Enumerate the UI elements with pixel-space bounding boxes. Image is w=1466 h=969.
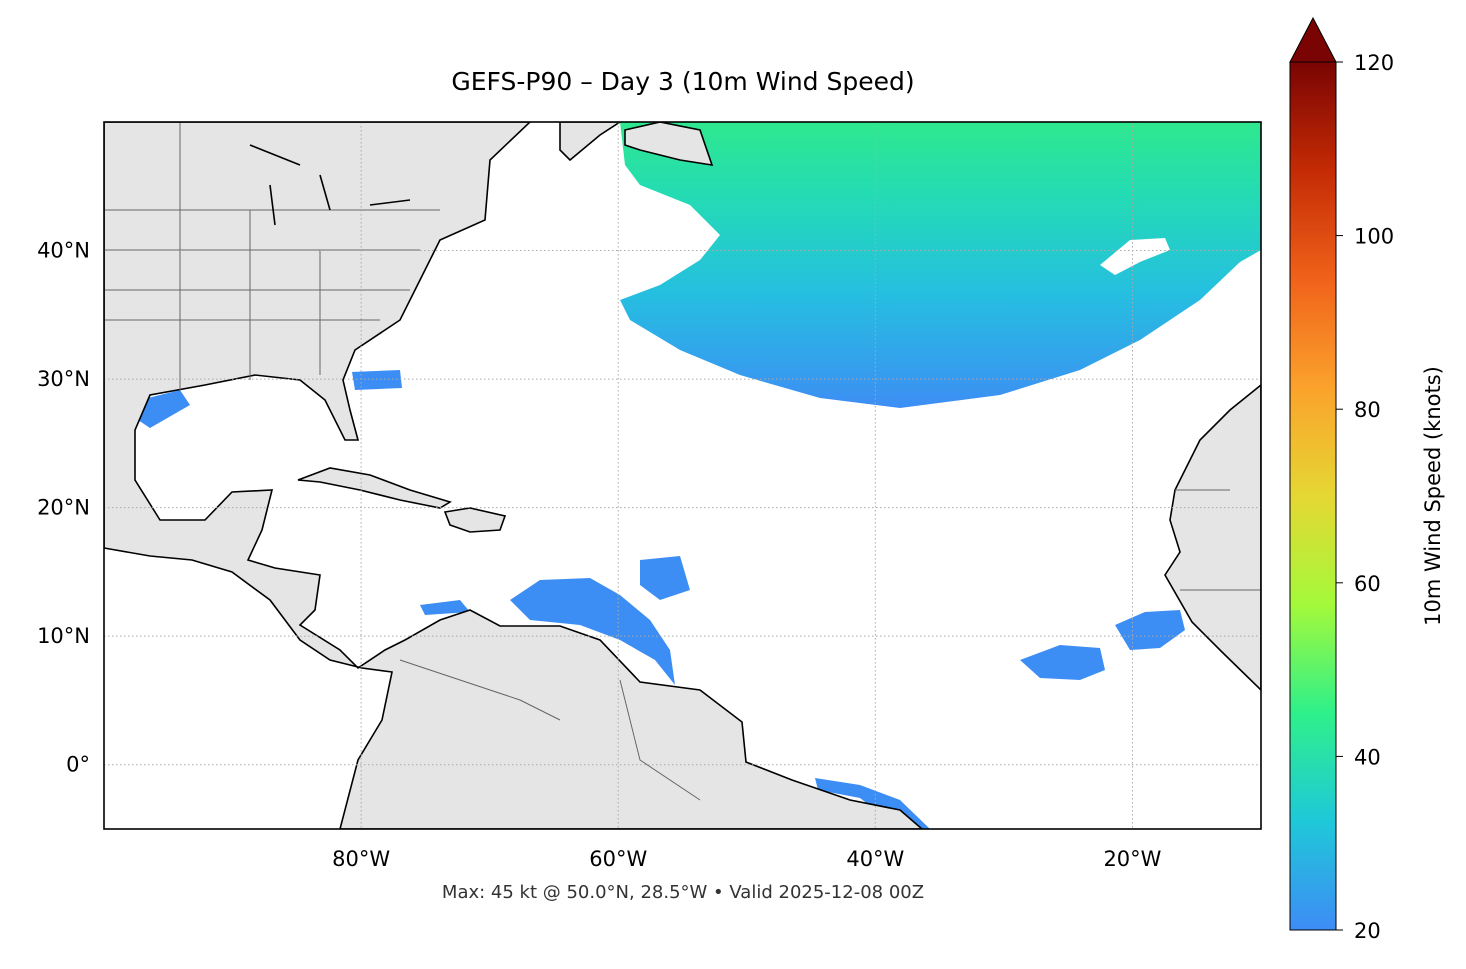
colorbar-tick-label: 120 xyxy=(1354,51,1394,75)
x-tick-label: 80°W xyxy=(332,847,390,871)
land xyxy=(104,122,924,829)
plot-frame xyxy=(103,121,1262,830)
lakes xyxy=(249,144,411,226)
wind-field xyxy=(352,370,402,390)
chart-title: GEFS-P90 – Day 3 (10m Wind Speed) xyxy=(451,67,914,96)
colorbar-tick-label: 80 xyxy=(1354,398,1381,422)
colorbar-tick-label: 60 xyxy=(1354,572,1381,596)
x-tick-label: 60°W xyxy=(589,847,647,871)
map xyxy=(104,122,1261,829)
footer-note: Max: 45 kt @ 50.0°N, 28.5°W • Valid 2025… xyxy=(442,882,924,903)
y-tick-label: 20°N xyxy=(37,496,90,520)
y-tick-label: 40°N xyxy=(37,239,90,263)
land xyxy=(559,122,714,166)
colorbar-extend xyxy=(1289,16,1337,63)
calm-area xyxy=(1100,238,1170,275)
wind-field xyxy=(620,122,1261,408)
wind-field xyxy=(1020,645,1105,680)
colorbar-tick-label: 20 xyxy=(1354,919,1381,943)
x-tick-label: 20°W xyxy=(1103,847,1161,871)
wind-field xyxy=(138,390,190,428)
colorbar-tick-label: 100 xyxy=(1354,225,1394,249)
cuba xyxy=(297,467,452,509)
wind-field xyxy=(1115,610,1185,650)
wind-field xyxy=(420,600,470,615)
wind-field xyxy=(510,578,675,685)
wind-field xyxy=(640,556,690,600)
hispaniola xyxy=(443,507,507,533)
x-tick-label: 40°W xyxy=(846,847,904,871)
colorbar-tick-label: 40 xyxy=(1354,745,1381,769)
colorbar xyxy=(1289,61,1337,931)
y-tick-label: 30°N xyxy=(37,367,90,391)
africa xyxy=(1164,383,1261,692)
state-borders xyxy=(104,122,1261,801)
colorbar-label: 10m Wind Speed (knots) xyxy=(1421,366,1445,626)
y-tick-label: 0° xyxy=(66,753,90,777)
y-tick-label: 10°N xyxy=(37,624,90,648)
